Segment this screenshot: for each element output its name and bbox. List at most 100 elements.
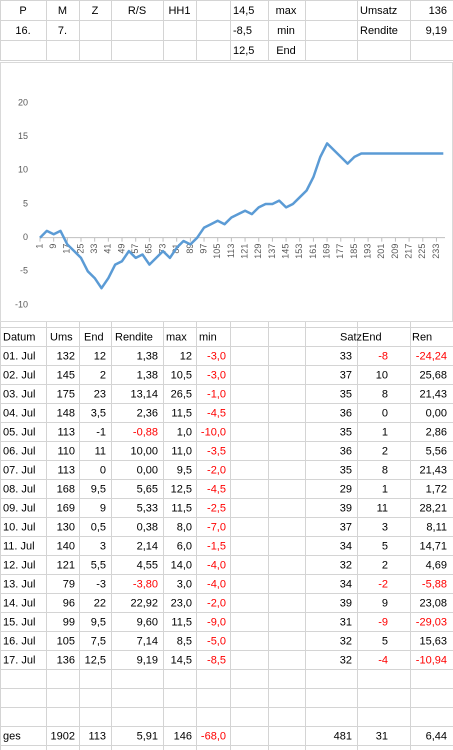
x-tick-label: 137 <box>267 244 277 259</box>
table-cell: 4,69 <box>426 559 447 571</box>
table-cell: 21,43 <box>419 464 447 476</box>
header-cell: M <box>58 5 67 17</box>
table-cell: 35 <box>340 464 352 476</box>
table-cell: 11 <box>95 445 106 457</box>
table-cell: 13. Jul <box>3 578 35 590</box>
table-cell: 12. Jul <box>3 559 35 571</box>
table-cell: 35 <box>340 388 352 400</box>
table-cell: -5,88 <box>422 578 447 590</box>
header-cell: Z <box>92 5 99 17</box>
table-cell: 3,5 <box>91 407 106 419</box>
table-cell: 99 <box>63 616 75 628</box>
table-cell: -4,5 <box>207 483 226 495</box>
x-tick-label: 177 <box>335 244 345 259</box>
table-cell: 12 <box>180 350 192 362</box>
table-cell: 17. Jul <box>3 654 35 666</box>
table-cell: 1,0 <box>177 426 192 438</box>
table-cell: 07. Jul <box>3 464 35 476</box>
table-cell: 79 <box>63 578 75 590</box>
y-tick-label: 5 <box>23 198 28 208</box>
stat-value: 14,5 <box>233 5 254 17</box>
table-cell: 113 <box>57 426 75 438</box>
table-cell: 37 <box>340 521 352 533</box>
stat-value: -8,5 <box>233 25 252 37</box>
column-header: End <box>84 331 104 343</box>
table-cell: 8,11 <box>426 521 447 533</box>
table-cell: -8 <box>378 350 388 362</box>
table-cell: 2,36 <box>137 407 158 419</box>
table-cell: 9 <box>100 502 106 514</box>
table-cell: 14,71 <box>419 540 447 552</box>
x-tick-label: 49 <box>116 244 126 254</box>
line-series <box>39 142 444 290</box>
table-cell: 10,5 <box>171 369 192 381</box>
table-cell: 5,5 <box>91 559 106 571</box>
x-tick-label: 73 <box>157 244 167 254</box>
x-tick-label: 153 <box>294 244 304 259</box>
table-cell: 34 <box>340 578 352 590</box>
kpi-value: 136 <box>429 5 447 17</box>
table-cell: 2,86 <box>426 426 447 438</box>
table-cell: -4,0 <box>207 578 226 590</box>
table-cell: 8 <box>382 464 388 476</box>
table-cell: 168 <box>57 483 75 495</box>
table-cell: 9,5 <box>177 464 192 476</box>
table-cell: 1 <box>382 426 388 438</box>
table-cell: 05. Jul <box>3 426 35 438</box>
table-cell: 10. Jul <box>3 521 35 533</box>
stat-label: max <box>276 5 297 17</box>
column-header: Satz <box>340 331 362 343</box>
table-cell: 136 <box>57 654 75 666</box>
table-cell: 14,5 <box>171 654 192 666</box>
table-cell: -4,5 <box>207 407 226 419</box>
table-cell: 6,0 <box>177 540 192 552</box>
total-cell: 5,91 <box>137 730 158 742</box>
table-cell: 0,5 <box>91 521 106 533</box>
table-cell: 5,65 <box>137 483 158 495</box>
table-cell: -3,0 <box>207 350 226 362</box>
chart-area <box>0 62 453 322</box>
table-cell: -1,5 <box>207 540 226 552</box>
table-cell: 39 <box>340 502 352 514</box>
table-cell: 5 <box>382 540 388 552</box>
table-cell: -4,0 <box>207 559 226 571</box>
y-tick-label: -10 <box>15 299 28 309</box>
table-cell: 0,00 <box>426 407 447 419</box>
table-cell: 0 <box>382 407 388 419</box>
total-cell: 113 <box>88 730 106 742</box>
table-cell: 3 <box>100 540 106 552</box>
table-cell: 8,5 <box>177 635 192 647</box>
table-cell: 0 <box>100 464 106 476</box>
table-cell: 03. Jul <box>3 388 35 400</box>
table-cell: 36 <box>340 445 352 457</box>
table-cell: 140 <box>57 540 75 552</box>
table-cell: 29 <box>340 483 352 495</box>
table-cell: -8,5 <box>207 654 226 666</box>
table-cell: 14,0 <box>171 559 192 571</box>
column-header: Ren <box>412 331 432 343</box>
table-cell: 21,43 <box>419 388 447 400</box>
table-cell: 8 <box>382 388 388 400</box>
table-cell: 5 <box>382 635 388 647</box>
table-cell: 02. Jul <box>3 369 35 381</box>
table-cell: 11 <box>377 502 388 514</box>
table-cell: 2 <box>382 559 388 571</box>
table-cell: 145 <box>57 369 75 381</box>
kpi-value: 9,19 <box>426 25 447 37</box>
table-cell: -10,0 <box>201 426 226 438</box>
table-cell: 1,38 <box>137 369 158 381</box>
table-cell: 09. Jul <box>3 502 35 514</box>
table-cell: -3,0 <box>207 369 226 381</box>
table-cell: 12 <box>94 350 106 362</box>
table-cell: 1,72 <box>426 483 447 495</box>
table-cell: -2 <box>378 578 388 590</box>
table-cell: 08. Jul <box>3 483 35 495</box>
table-cell: -1,0 <box>207 388 226 400</box>
header-cell: P <box>19 5 26 17</box>
x-tick-label: 185 <box>349 244 359 259</box>
table-cell: -24,24 <box>416 350 447 362</box>
table-cell: -2,0 <box>207 597 226 609</box>
x-tick-label: 161 <box>308 244 318 259</box>
table-cell: 32 <box>340 635 352 647</box>
table-cell: 3,0 <box>177 578 192 590</box>
